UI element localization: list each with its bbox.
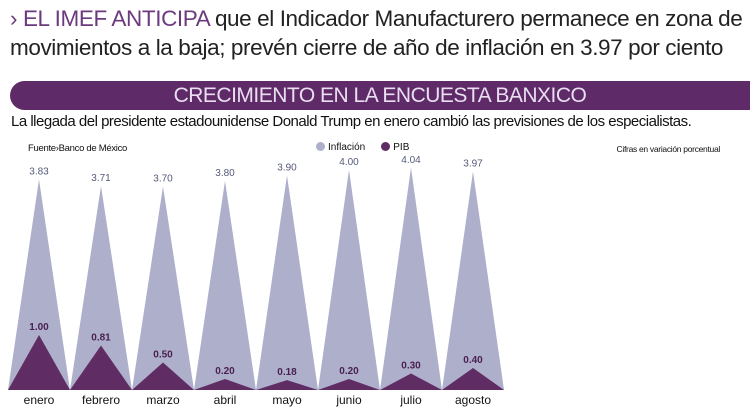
chart-title-band: CRECIMIENTO EN LA ENCUESTA BANXICO [10,81,750,110]
month-label: marzo [146,393,180,407]
pib-triangle [70,345,132,390]
source-note: Fuente›Banco de México [28,143,128,154]
inflacion-value-label: 3.70 [153,174,173,185]
legend-swatch-inflacion [316,142,325,151]
legend-label: PIB [393,142,410,153]
inflacion-value-label: 3.80 [215,168,235,179]
pib-triangle [318,379,380,390]
inflacion-triangle [256,175,318,390]
pib-value-label: 0.40 [463,355,483,366]
legend-item-pib: PIB [381,142,409,153]
pib-triangle [380,373,442,390]
headline: › EL IMEF ANTICIPA que el Indicador Manu… [10,4,750,62]
legend-swatch-pib [381,142,391,151]
inflacion-triangle [442,171,504,390]
pib-value-label: 0.81 [91,332,111,343]
units-note: Cifras en variación porcentual [616,144,721,154]
pib-value-label: 0.20 [339,366,359,377]
month-label: junio [335,393,362,407]
inflacion-value-label: 3.97 [463,159,483,170]
headline-lead: › EL IMEF ANTICIPA [10,6,210,31]
pib-value-label: 0.30 [401,361,421,372]
inflacion-value-label: 4.00 [339,157,359,168]
pib-triangle [442,368,504,390]
month-label: febrero [82,393,120,407]
month-label: mayo [272,393,302,407]
inflacion-triangle [8,179,70,390]
month-label: enero [24,393,55,407]
inflacion-value-label: 4.04 [401,155,421,166]
month-label: julio [399,393,422,407]
legend-item-inflacion: Inflación [316,142,365,153]
pib-triangle [256,380,318,390]
inflacion-triangle [70,185,132,390]
month-label: agosto [455,393,491,407]
inflacion-triangle [380,167,442,390]
pib-triangle [194,379,256,390]
legend-label: Inflación [328,142,366,153]
inflacion-value-label: 3.83 [29,166,49,177]
inflacion-value-label: 3.71 [91,173,111,184]
inflacion-triangle [318,170,380,390]
pib-triangle [132,362,194,390]
chart-subtitle: La llegada del presidente estadounidense… [11,113,692,130]
pib-value-label: 0.20 [215,366,235,377]
pib-value-label: 0.18 [277,367,297,378]
headline-rest: que el Indicador Manufacturero permanece… [10,6,743,60]
pib-value-label: 1.00 [29,322,49,333]
pib-value-label: 0.50 [153,350,173,361]
legend: Inflación PIB [316,142,409,153]
pib-triangle [8,335,70,390]
month-label: abril [214,393,237,407]
inflacion-triangle [132,186,194,390]
inflacion-triangle [194,181,256,390]
inflacion-value-label: 3.90 [277,163,297,174]
